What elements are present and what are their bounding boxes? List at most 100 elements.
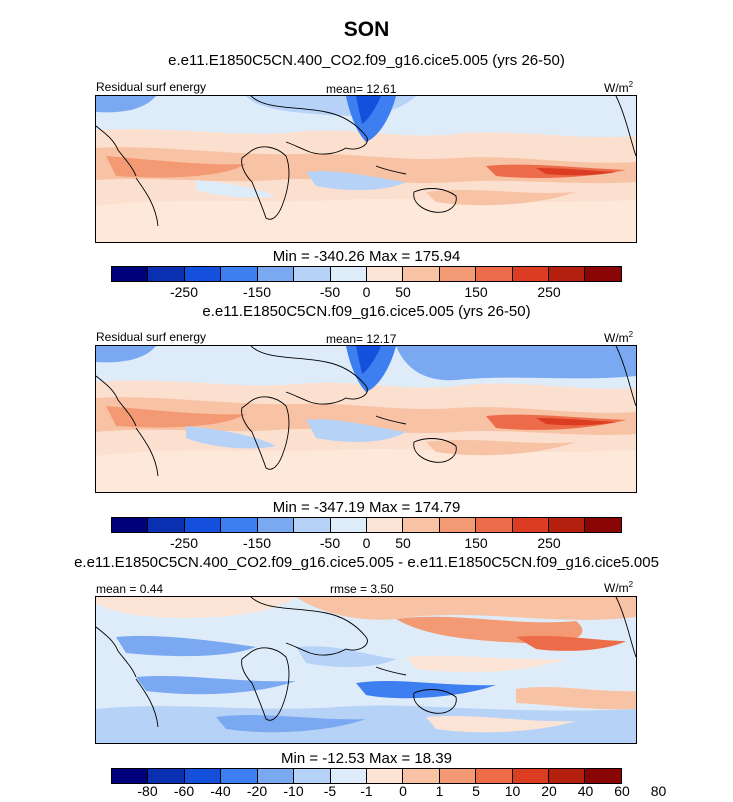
colorbar-swatch bbox=[512, 518, 550, 532]
field-gulfstream bbox=[96, 346, 156, 363]
coastlines bbox=[96, 96, 636, 227]
colorbar-tick-label: 20 bbox=[541, 783, 557, 799]
panel2-colorbar bbox=[111, 517, 622, 533]
colorbar-tick-label: -250 bbox=[169, 284, 199, 300]
colorbar-tick-label: -50 bbox=[319, 535, 341, 551]
panel1-minmax: Min = -340.26 Max = 175.94 bbox=[272, 248, 461, 265]
colorbar-swatch bbox=[330, 267, 367, 281]
panel1-mean-label: mean= 12.61 bbox=[326, 82, 397, 96]
colorbar-tick-label: 150 bbox=[464, 284, 488, 300]
colorbar-tick-label: 0 bbox=[362, 535, 371, 551]
colorbar-swatch bbox=[148, 267, 185, 281]
colorbar-swatch bbox=[184, 518, 222, 532]
figure-title: SON bbox=[343, 18, 390, 41]
field-cool-indian bbox=[306, 171, 406, 191]
panel1-variable-label: Residual surf energy bbox=[96, 80, 207, 94]
colorbar-tick-label: 250 bbox=[537, 284, 561, 300]
panel3-rmse-label: rmse = 3.50 bbox=[330, 582, 394, 596]
colorbar-tick-label: 0 bbox=[362, 284, 371, 300]
field-kuroshio-core bbox=[356, 346, 381, 374]
field-diff-cool-5 bbox=[216, 715, 366, 733]
panel2-units: W/m2 bbox=[604, 330, 634, 345]
colorbar-tick-label: 0 bbox=[399, 783, 407, 799]
colorbar-swatch bbox=[512, 267, 550, 281]
colorbar-swatch bbox=[549, 518, 586, 532]
colorbar-swatch bbox=[294, 267, 331, 281]
field-warm-pacific-core bbox=[536, 418, 616, 426]
colorbar-swatch bbox=[549, 769, 586, 783]
coastlines bbox=[96, 597, 636, 728]
colorbar-swatch bbox=[439, 518, 477, 532]
panel2-subtitle: e.e11.E1850C5CN.f09_g16.cice5.005 (yrs 2… bbox=[202, 303, 531, 320]
colorbar-swatch bbox=[257, 267, 295, 281]
field-diff-warm-2 bbox=[516, 687, 636, 710]
colorbar-tick-label: 50 bbox=[395, 535, 411, 551]
field-diff-npac-core bbox=[516, 635, 626, 651]
colorbar-tick-label: -10 bbox=[283, 783, 304, 799]
field-gulfstream bbox=[96, 96, 156, 113]
panel2-map bbox=[95, 345, 637, 493]
panel2-map-field bbox=[96, 346, 636, 492]
field-diff-north bbox=[296, 597, 636, 620]
colorbar-swatch bbox=[221, 267, 258, 281]
colorbar-tick-label: 10 bbox=[504, 783, 521, 799]
colorbar-swatch bbox=[257, 518, 295, 532]
colorbar-swatch bbox=[184, 267, 222, 281]
colorbar-swatch bbox=[439, 267, 477, 281]
colorbar-swatch bbox=[294, 518, 331, 532]
colorbar-swatch bbox=[476, 769, 513, 783]
field-cool-north-pacific bbox=[396, 346, 636, 381]
colorbar-swatch bbox=[403, 518, 440, 532]
field-cool-africa bbox=[196, 180, 276, 198]
colorbar-tick-label: 1 bbox=[435, 783, 444, 799]
panel2-mean-label: mean= 12.17 bbox=[326, 332, 397, 346]
colorbar-tick-label: -150 bbox=[242, 284, 272, 300]
field-cool-africa bbox=[186, 426, 276, 449]
colorbar-swatch bbox=[148, 769, 185, 783]
colorbar-swatch bbox=[221, 769, 258, 783]
colorbar-tick-label: 40 bbox=[577, 783, 594, 799]
panel2-variable-label: Residual surf energy bbox=[96, 330, 207, 344]
colorbar-tick-label: -5 bbox=[323, 783, 337, 799]
colorbar-tick-label: -40 bbox=[210, 783, 231, 799]
field-diff-cool-1 bbox=[116, 635, 256, 657]
field-warm-atlantic bbox=[106, 406, 246, 428]
field-south bbox=[96, 449, 636, 492]
colorbar-tick-label: -250 bbox=[169, 535, 199, 551]
colorbar-swatch bbox=[403, 267, 440, 281]
colorbar-swatch bbox=[112, 769, 149, 783]
coastlines bbox=[96, 346, 636, 477]
panel1-colorbar-ticks: -250 -150 -50 0 50 150 250 bbox=[111, 284, 622, 302]
field-cool-indian bbox=[306, 419, 406, 442]
colorbar-swatch bbox=[585, 769, 621, 783]
colorbar-swatch bbox=[585, 267, 621, 281]
colorbar-tick-label: -20 bbox=[246, 783, 268, 799]
colorbar-tick-label: 250 bbox=[537, 535, 561, 551]
colorbar-swatch bbox=[184, 769, 222, 783]
panel1-map bbox=[95, 95, 637, 243]
panel3-colorbar-ticks: -80 -60 -40 -20 -10 -5 -1 0 1 5 10 20 40 60 80 bbox=[111, 783, 666, 801]
panel1-subtitle: e.e11.E1850C5CN.400_CO2.f09_g16.cice5.00… bbox=[168, 52, 565, 69]
field-kuroshio-core bbox=[356, 96, 381, 124]
colorbar-swatch bbox=[148, 518, 185, 532]
panel2-colorbar-ticks: -250 -150 -50 0 50 150 250 bbox=[111, 535, 622, 553]
colorbar-swatch bbox=[330, 769, 367, 783]
panel3-map-field bbox=[96, 597, 636, 743]
colorbar-tick-label: -80 bbox=[137, 783, 158, 799]
field-diff-cool-3 bbox=[136, 676, 296, 695]
field-diff-south bbox=[96, 705, 636, 743]
colorbar-tick-label: 60 bbox=[614, 783, 630, 799]
colorbar-tick-label: 5 bbox=[472, 783, 480, 799]
colorbar-swatch bbox=[112, 267, 149, 281]
colorbar-swatch bbox=[549, 267, 586, 281]
field-diff-na bbox=[96, 597, 296, 619]
field-south-warm bbox=[426, 190, 576, 206]
colorbar-swatch bbox=[366, 769, 404, 783]
field-diff-warm-3 bbox=[426, 716, 576, 733]
panel3-units: W/m2 bbox=[604, 580, 634, 595]
colorbar-swatch bbox=[112, 518, 149, 532]
colorbar-tick-label: -50 bbox=[319, 284, 341, 300]
colorbar-swatch bbox=[366, 267, 404, 281]
panel1-map-field bbox=[96, 96, 636, 242]
panel1-colorbar bbox=[111, 266, 622, 282]
